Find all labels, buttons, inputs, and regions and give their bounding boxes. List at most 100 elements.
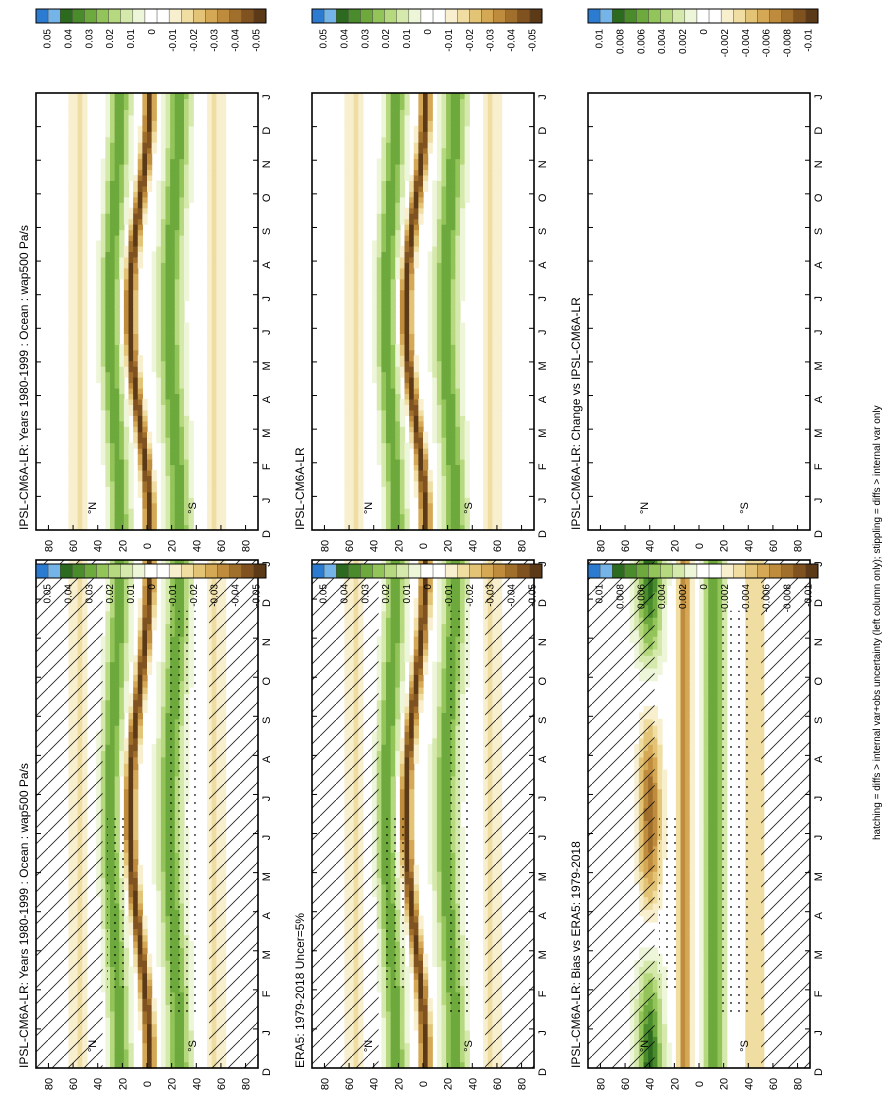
- month-tick-label: J: [261, 498, 273, 504]
- heatmap-cell: [207, 454, 212, 460]
- heatmap-cell: [207, 257, 212, 263]
- heatmap-cell: [175, 454, 180, 460]
- heatmap-cell: [405, 738, 410, 745]
- lat-tick-label: 60: [68, 540, 80, 552]
- heatmap-cell: [166, 312, 171, 318]
- heatmap-cell: [152, 350, 157, 356]
- heatmap-cell: [161, 1049, 166, 1056]
- colorbar-swatch: [72, 9, 84, 23]
- heatmap-cell: [405, 655, 410, 662]
- heatmap-cell: [110, 1005, 115, 1012]
- heatmap-cell: [101, 322, 106, 328]
- heatmap-cell: [391, 725, 396, 732]
- heatmap-cell: [105, 333, 110, 339]
- heatmap-cell: [381, 731, 386, 738]
- heatmap-cell: [115, 295, 120, 301]
- heatmap-cell: [105, 350, 110, 356]
- heatmap-cell: [405, 865, 410, 872]
- heatmap-cell: [184, 180, 189, 186]
- heatmap-cell: [395, 712, 400, 719]
- heatmap-cell: [161, 960, 166, 967]
- heatmap-cell: [207, 279, 212, 285]
- heatmap-cell: [152, 312, 157, 318]
- heatmap-cell: [152, 257, 157, 263]
- heatmap-cell: [78, 404, 83, 410]
- heatmap-cell: [189, 115, 194, 121]
- heatmap-cell: [82, 240, 87, 246]
- heatmap-cell: [119, 159, 124, 165]
- heatmap-cell: [179, 1024, 184, 1031]
- heatmap-cell: [129, 1049, 134, 1056]
- heatmap-cell: [175, 306, 180, 312]
- heatmap-cell: [184, 410, 189, 416]
- heatmap-cell: [179, 230, 184, 236]
- heatmap-cell: [124, 98, 129, 104]
- heatmap-cell: [78, 230, 83, 236]
- heatmap-cell: [175, 109, 180, 115]
- heatmap-cell: [68, 175, 73, 181]
- heatmap-cell: [129, 636, 134, 643]
- heatmap-cell: [105, 410, 110, 416]
- heatmap-cell: [212, 284, 217, 290]
- heatmap-cell: [105, 1005, 110, 1012]
- heatmap-cell: [400, 782, 405, 789]
- heatmap-cell: [101, 454, 106, 460]
- heatmap-cell: [101, 432, 106, 438]
- heatmap-cell: [175, 1043, 180, 1050]
- heatmap-cell: [175, 164, 180, 170]
- heatmap-cell: [216, 426, 221, 432]
- heatmap-cell: [142, 604, 147, 611]
- heatmap-cell: [166, 437, 171, 443]
- heatmap-cell: [400, 624, 405, 631]
- heatmap-cell: [68, 109, 73, 115]
- heatmap-cell: [221, 448, 226, 454]
- heatmap-cell: [129, 350, 134, 356]
- heatmap-cell: [179, 1017, 184, 1024]
- heatmap-cell: [105, 719, 110, 726]
- heatmap-cell: [147, 519, 152, 525]
- colorbar-swatch: [230, 9, 242, 23]
- heatmap-cell: [142, 448, 147, 454]
- heatmap-cell: [179, 598, 184, 605]
- heatmap-cell: [78, 273, 83, 279]
- heatmap-cell: [119, 617, 124, 624]
- heatmap-cell: [78, 317, 83, 323]
- heatmap-cell: [166, 508, 171, 514]
- heatmap-cell: [216, 486, 221, 492]
- heatmap-cell: [115, 377, 120, 383]
- heatmap-cell: [161, 909, 166, 916]
- heatmap-cell: [166, 120, 171, 126]
- heatmap-cell: [175, 284, 180, 290]
- heatmap-cell: [147, 159, 152, 165]
- heatmap-cell: [395, 731, 400, 738]
- heatmap-cell: [152, 808, 157, 815]
- heatmap-cell: [161, 519, 166, 525]
- heatmap-cell: [166, 415, 171, 421]
- heatmap-cell: [110, 104, 115, 110]
- heatmap-cell: [405, 1030, 410, 1037]
- heatmap-cell: [142, 137, 147, 143]
- heatmap-cell: [179, 366, 184, 372]
- heatmap-cell: [82, 475, 87, 481]
- heatmap-cell: [184, 126, 189, 132]
- heatmap-cell: [142, 131, 147, 137]
- heatmap-cell: [129, 738, 134, 745]
- heatmap-cell: [175, 246, 180, 252]
- heatmap-cell: [110, 481, 115, 487]
- heatmap-cell: [68, 404, 73, 410]
- heatmap-cell: [221, 246, 226, 252]
- heatmap-cell: [166, 159, 171, 165]
- heatmap-cell: [115, 1049, 120, 1056]
- heatmap-cell: [400, 706, 405, 713]
- heatmap-cell: [166, 486, 171, 492]
- heatmap-cell: [161, 947, 166, 954]
- heatmap-cell: [161, 508, 166, 514]
- heatmap-cell: [138, 954, 143, 961]
- heatmap-cell: [395, 1017, 400, 1024]
- heatmap-cell: [105, 481, 110, 487]
- heatmap-cell: [82, 153, 87, 159]
- heatmap-cell: [119, 186, 124, 192]
- heatmap-cell: [170, 93, 175, 99]
- heatmap-cell: [216, 235, 221, 241]
